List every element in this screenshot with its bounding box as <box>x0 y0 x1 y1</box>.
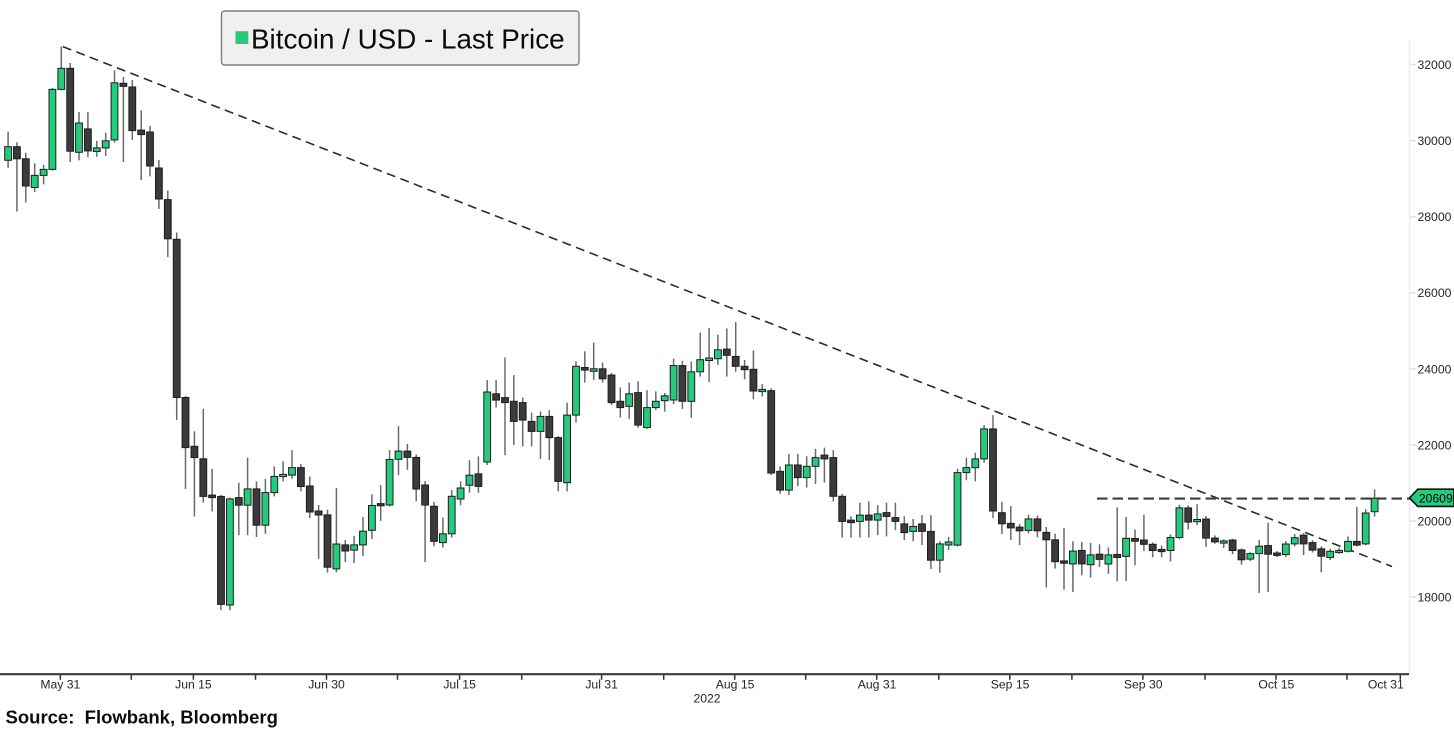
svg-text:Jul 15: Jul 15 <box>443 678 476 692</box>
svg-text:Jun 15: Jun 15 <box>175 678 212 692</box>
svg-text:22000: 22000 <box>1418 438 1452 452</box>
svg-text:32000: 32000 <box>1418 58 1452 72</box>
svg-text:30000: 30000 <box>1418 134 1452 148</box>
svg-text:26000: 26000 <box>1418 286 1452 300</box>
svg-text:20609: 20609 <box>1419 492 1453 506</box>
svg-text:Jun 30: Jun 30 <box>308 678 345 692</box>
svg-text:Bitcoin / USD - Last Price: Bitcoin / USD - Last Price <box>251 24 565 55</box>
svg-text:18000: 18000 <box>1418 591 1452 605</box>
svg-text:Jul 31: Jul 31 <box>585 678 618 692</box>
svg-text:Sep 30: Sep 30 <box>1124 678 1163 692</box>
svg-text:24000: 24000 <box>1418 362 1452 376</box>
svg-text:Source: Flowbank, Bloomberg: Source: Flowbank, Bloomberg <box>6 707 278 728</box>
svg-text:May 31: May 31 <box>40 678 80 692</box>
svg-text:Oct 31: Oct 31 <box>1368 678 1404 692</box>
svg-text:20000: 20000 <box>1418 514 1452 528</box>
svg-text:2022: 2022 <box>693 692 720 706</box>
svg-text:Aug 31: Aug 31 <box>858 678 897 692</box>
svg-text:Sep 15: Sep 15 <box>991 678 1030 692</box>
svg-text:Aug 15: Aug 15 <box>716 678 755 692</box>
svg-text:28000: 28000 <box>1418 210 1452 224</box>
svg-text:Oct 15: Oct 15 <box>1258 678 1294 692</box>
